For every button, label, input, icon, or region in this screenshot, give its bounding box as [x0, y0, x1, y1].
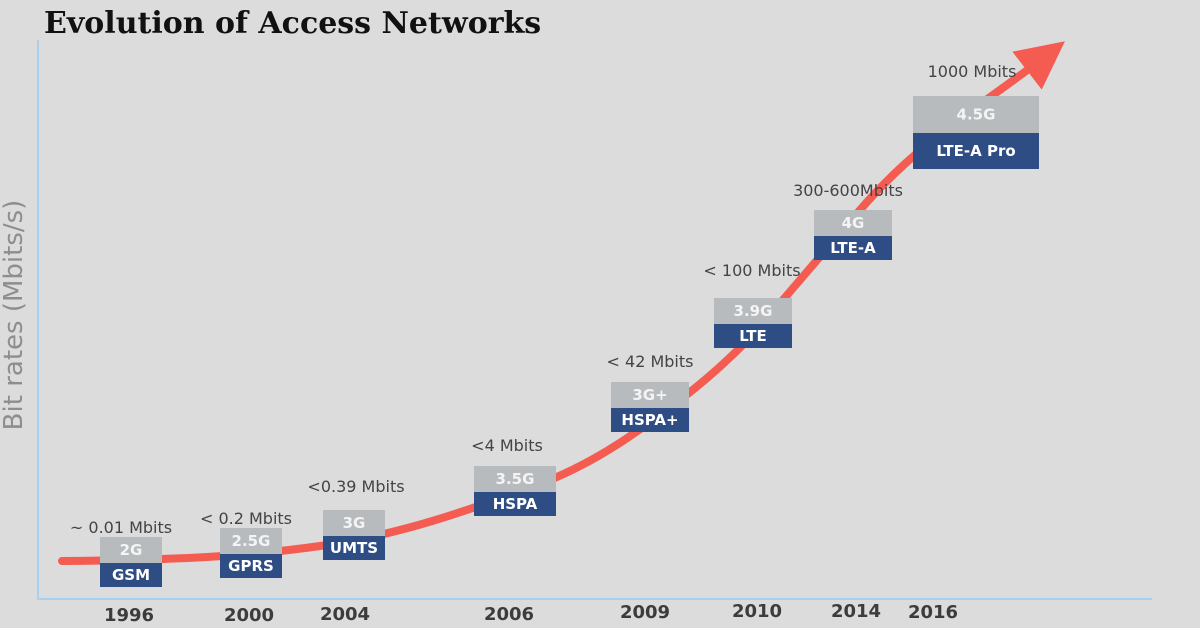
generation-box — [474, 466, 556, 492]
generation-label: 4G — [842, 214, 865, 232]
generation-label: 2.5G — [232, 532, 271, 550]
technology-box — [100, 563, 162, 587]
technology-box — [611, 408, 689, 432]
technology-box — [814, 236, 892, 260]
technology-box — [474, 492, 556, 516]
year-tick-label: 2014 — [831, 601, 881, 622]
generation-label: 3.5G — [496, 470, 535, 488]
data-marks: 2G GSM ~ 0.01 Mbits 1996 2.5G GPRS < 0.2 Mbits… — [70, 62, 1039, 626]
rate-label: 300-600Mbits — [793, 181, 903, 200]
generation-box — [220, 528, 282, 554]
year-tick-label: 2006 — [484, 604, 534, 625]
technology-label: LTE-A Pro — [936, 142, 1015, 160]
rate-label: < 100 Mbits — [703, 261, 800, 280]
technology-label: UMTS — [330, 539, 378, 557]
technology-box — [913, 133, 1039, 169]
technology-box — [323, 536, 385, 560]
year-tick-label: 2004 — [320, 604, 370, 625]
technology-label: HSPA+ — [621, 411, 678, 429]
rate-label: < 42 Mbits — [607, 352, 694, 371]
generation-box — [913, 96, 1039, 133]
rate-label: <0.39 Mbits — [307, 477, 404, 496]
technology-box — [714, 324, 792, 348]
technology-label: GPRS — [228, 557, 274, 575]
generation-label: 3G+ — [632, 386, 667, 404]
year-tick-label: 2010 — [732, 601, 782, 622]
year-tick-label: 1996 — [104, 605, 154, 626]
rate-label: <4 Mbits — [471, 436, 543, 455]
generation-box — [323, 510, 385, 536]
chart-title: Evolution of Access Networks — [44, 6, 541, 41]
technology-label: GSM — [112, 566, 150, 584]
year-tick-label: 2000 — [224, 605, 274, 626]
generation-label: 3G — [343, 514, 366, 532]
rate-label: 1000 Mbits — [928, 62, 1017, 81]
generation-box — [100, 537, 162, 563]
generation-box — [814, 210, 892, 236]
generation-label: 4.5G — [957, 106, 996, 124]
year-tick-label: 2016 — [908, 602, 958, 623]
generation-label: 3.9G — [734, 302, 773, 320]
rate-label: < 0.2 Mbits — [200, 509, 292, 528]
generation-box — [611, 382, 689, 408]
technology-label: LTE-A — [830, 239, 876, 257]
generation-box — [714, 298, 792, 324]
technology-box — [220, 554, 282, 578]
generation-label: 2G — [120, 541, 143, 559]
technology-label: HSPA — [493, 495, 538, 513]
technology-label: LTE — [739, 327, 767, 345]
rate-label: ~ 0.01 Mbits — [70, 518, 172, 537]
y-axis-label: Bit rates (Mbits/s) — [0, 200, 29, 431]
year-tick-label: 2009 — [620, 602, 670, 623]
